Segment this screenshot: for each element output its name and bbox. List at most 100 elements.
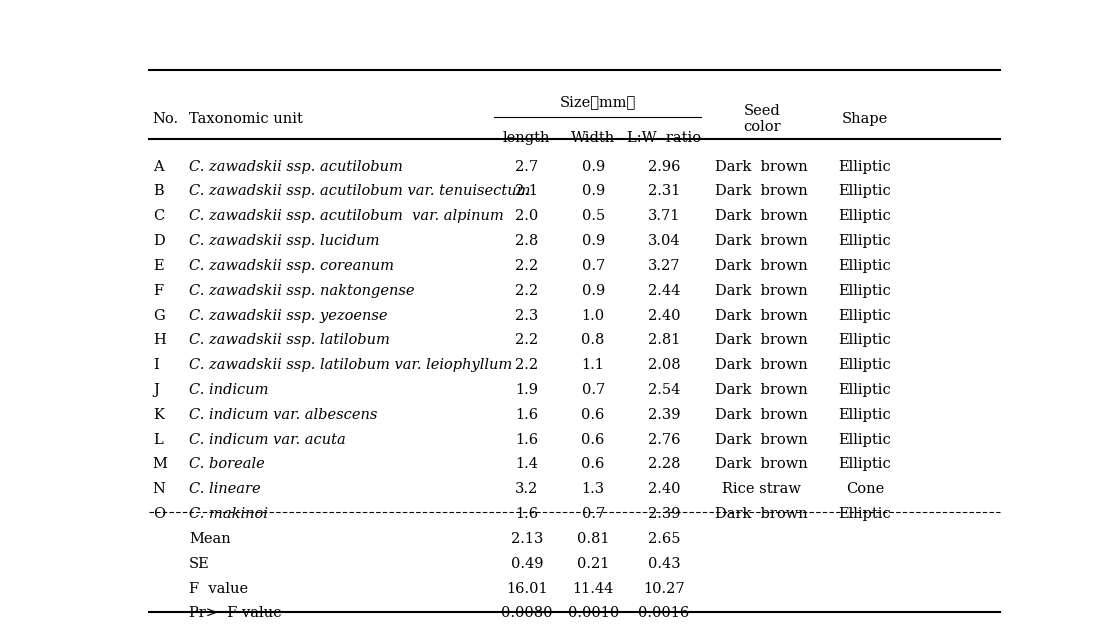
Text: Width: Width <box>572 131 615 145</box>
Text: 0.9: 0.9 <box>582 234 605 248</box>
Text: C. zawadskii ssp. latilobum: C. zawadskii ssp. latilobum <box>189 333 390 348</box>
Text: 1.3: 1.3 <box>582 482 605 496</box>
Text: 2.1: 2.1 <box>515 185 538 198</box>
Text: Elliptic: Elliptic <box>838 259 892 273</box>
Text: 3.2: 3.2 <box>515 482 538 496</box>
Text: C. indicum: C. indicum <box>189 383 268 397</box>
Text: 0.0010: 0.0010 <box>567 606 618 621</box>
Text: Dark  brown: Dark brown <box>715 432 808 447</box>
Text: 10.27: 10.27 <box>643 581 685 595</box>
Text: 2.7: 2.7 <box>515 160 538 174</box>
Text: 2.3: 2.3 <box>515 308 538 322</box>
Text: 0.81: 0.81 <box>577 532 609 546</box>
Text: length: length <box>503 131 550 145</box>
Text: Dark  brown: Dark brown <box>715 234 808 248</box>
Text: Elliptic: Elliptic <box>838 209 892 223</box>
Text: 1.6: 1.6 <box>515 432 538 447</box>
Text: Shape: Shape <box>842 112 888 126</box>
Text: Dark  brown: Dark brown <box>715 458 808 471</box>
Text: Cone: Cone <box>846 482 884 496</box>
Text: 2.54: 2.54 <box>647 383 681 397</box>
Text: B: B <box>152 185 163 198</box>
Text: 0.7: 0.7 <box>582 383 605 397</box>
Text: 0.9: 0.9 <box>582 284 605 298</box>
Text: SE: SE <box>189 557 210 571</box>
Text: 0.7: 0.7 <box>582 507 605 521</box>
Text: Dark  brown: Dark brown <box>715 333 808 348</box>
Text: Dark  brown: Dark brown <box>715 209 808 223</box>
Text: D: D <box>152 234 165 248</box>
Text: Elliptic: Elliptic <box>838 383 892 397</box>
Text: 2.65: 2.65 <box>647 532 681 546</box>
Text: 0.0080: 0.0080 <box>502 606 553 621</box>
Text: 0.8: 0.8 <box>582 333 605 348</box>
Text: Rice straw: Rice straw <box>722 482 801 496</box>
Text: 2.96: 2.96 <box>647 160 681 174</box>
Text: 2.39: 2.39 <box>647 408 681 422</box>
Text: F: F <box>152 284 163 298</box>
Text: M: M <box>152 458 168 471</box>
Text: 3.27: 3.27 <box>647 259 681 273</box>
Text: Dark  brown: Dark brown <box>715 185 808 198</box>
Text: C. boreale: C. boreale <box>189 458 265 471</box>
Text: Dark  brown: Dark brown <box>715 383 808 397</box>
Text: 1.6: 1.6 <box>515 408 538 422</box>
Text: Elliptic: Elliptic <box>838 458 892 471</box>
Text: 2.40: 2.40 <box>647 308 681 322</box>
Text: C. zawadskii ssp. coreanum: C. zawadskii ssp. coreanum <box>189 259 394 273</box>
Text: 2.2: 2.2 <box>515 358 538 372</box>
Text: 2.2: 2.2 <box>515 284 538 298</box>
Text: Elliptic: Elliptic <box>838 308 892 322</box>
Text: 2.39: 2.39 <box>647 507 681 521</box>
Text: K: K <box>152 408 163 422</box>
Text: 0.6: 0.6 <box>582 458 605 471</box>
Text: Elliptic: Elliptic <box>838 185 892 198</box>
Text: Mean: Mean <box>189 532 230 546</box>
Text: 2.76: 2.76 <box>647 432 681 447</box>
Text: 0.7: 0.7 <box>582 259 605 273</box>
Text: 0.5: 0.5 <box>582 209 605 223</box>
Text: Dark  brown: Dark brown <box>715 160 808 174</box>
Text: 2.44: 2.44 <box>647 284 681 298</box>
Text: C. indicum var. acuta: C. indicum var. acuta <box>189 432 346 447</box>
Text: 1.0: 1.0 <box>582 308 605 322</box>
Text: Dark  brown: Dark brown <box>715 259 808 273</box>
Text: 2.0: 2.0 <box>515 209 538 223</box>
Text: 0.21: 0.21 <box>577 557 609 571</box>
Text: 0.0016: 0.0016 <box>638 606 689 621</box>
Text: Dark  brown: Dark brown <box>715 507 808 521</box>
Text: E: E <box>152 259 163 273</box>
Text: 0.49: 0.49 <box>510 557 543 571</box>
Text: 0.6: 0.6 <box>582 432 605 447</box>
Text: Taxonomic unit: Taxonomic unit <box>189 112 302 126</box>
Text: 2.2: 2.2 <box>515 259 538 273</box>
Text: 2.28: 2.28 <box>647 458 681 471</box>
Text: Dark  brown: Dark brown <box>715 284 808 298</box>
Text: Pr>  F value: Pr> F value <box>189 606 281 621</box>
Text: C. zawadskii ssp. acutilobum: C. zawadskii ssp. acutilobum <box>189 160 403 174</box>
Text: C: C <box>152 209 165 223</box>
Text: O: O <box>152 507 165 521</box>
Text: G: G <box>152 308 165 322</box>
Text: Elliptic: Elliptic <box>838 358 892 372</box>
Text: C. zawadskii ssp. yezoense: C. zawadskii ssp. yezoense <box>189 308 387 322</box>
Text: 1.4: 1.4 <box>515 458 538 471</box>
Text: Elliptic: Elliptic <box>838 408 892 422</box>
Text: C. zawadskii ssp. lucidum: C. zawadskii ssp. lucidum <box>189 234 379 248</box>
Text: Elliptic: Elliptic <box>838 333 892 348</box>
Text: 3.04: 3.04 <box>647 234 681 248</box>
Text: 1.6: 1.6 <box>515 507 538 521</box>
Text: J: J <box>152 383 159 397</box>
Text: Dark  brown: Dark brown <box>715 308 808 322</box>
Text: N: N <box>152 482 166 496</box>
Text: C. lineare: C. lineare <box>189 482 260 496</box>
Text: 0.9: 0.9 <box>582 160 605 174</box>
Text: C. zawadskii ssp. latilobum var. leiophyllum: C. zawadskii ssp. latilobum var. leiophy… <box>189 358 513 372</box>
Text: 2.81: 2.81 <box>647 333 681 348</box>
Text: A: A <box>152 160 163 174</box>
Text: Elliptic: Elliptic <box>838 507 892 521</box>
Text: Dark  brown: Dark brown <box>715 408 808 422</box>
Text: C. zawadskii ssp. acutilobum  var. alpinum: C. zawadskii ssp. acutilobum var. alpinu… <box>189 209 504 223</box>
Text: 2.40: 2.40 <box>647 482 681 496</box>
Text: C. makinoi: C. makinoi <box>189 507 268 521</box>
